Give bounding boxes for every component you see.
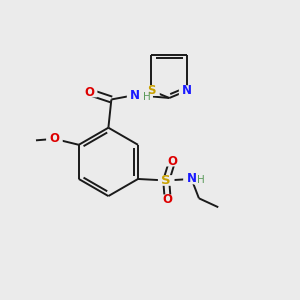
Text: S: S — [161, 174, 171, 187]
FancyBboxPatch shape — [140, 93, 153, 102]
FancyBboxPatch shape — [158, 175, 175, 186]
Text: N: N — [187, 172, 196, 185]
Text: O: O — [50, 132, 59, 146]
FancyBboxPatch shape — [159, 194, 176, 205]
Text: H: H — [142, 92, 150, 102]
FancyBboxPatch shape — [183, 174, 200, 184]
FancyBboxPatch shape — [81, 87, 98, 98]
Text: H: H — [197, 176, 205, 185]
FancyBboxPatch shape — [194, 176, 208, 185]
FancyBboxPatch shape — [127, 90, 143, 101]
Text: O: O — [163, 193, 173, 206]
FancyBboxPatch shape — [179, 85, 196, 96]
FancyBboxPatch shape — [143, 85, 160, 96]
Text: O: O — [167, 154, 177, 168]
Text: O: O — [84, 85, 94, 98]
FancyBboxPatch shape — [46, 134, 63, 144]
Text: S: S — [147, 84, 156, 97]
Text: N: N — [130, 88, 140, 101]
Text: N: N — [182, 84, 192, 97]
FancyBboxPatch shape — [164, 156, 181, 167]
